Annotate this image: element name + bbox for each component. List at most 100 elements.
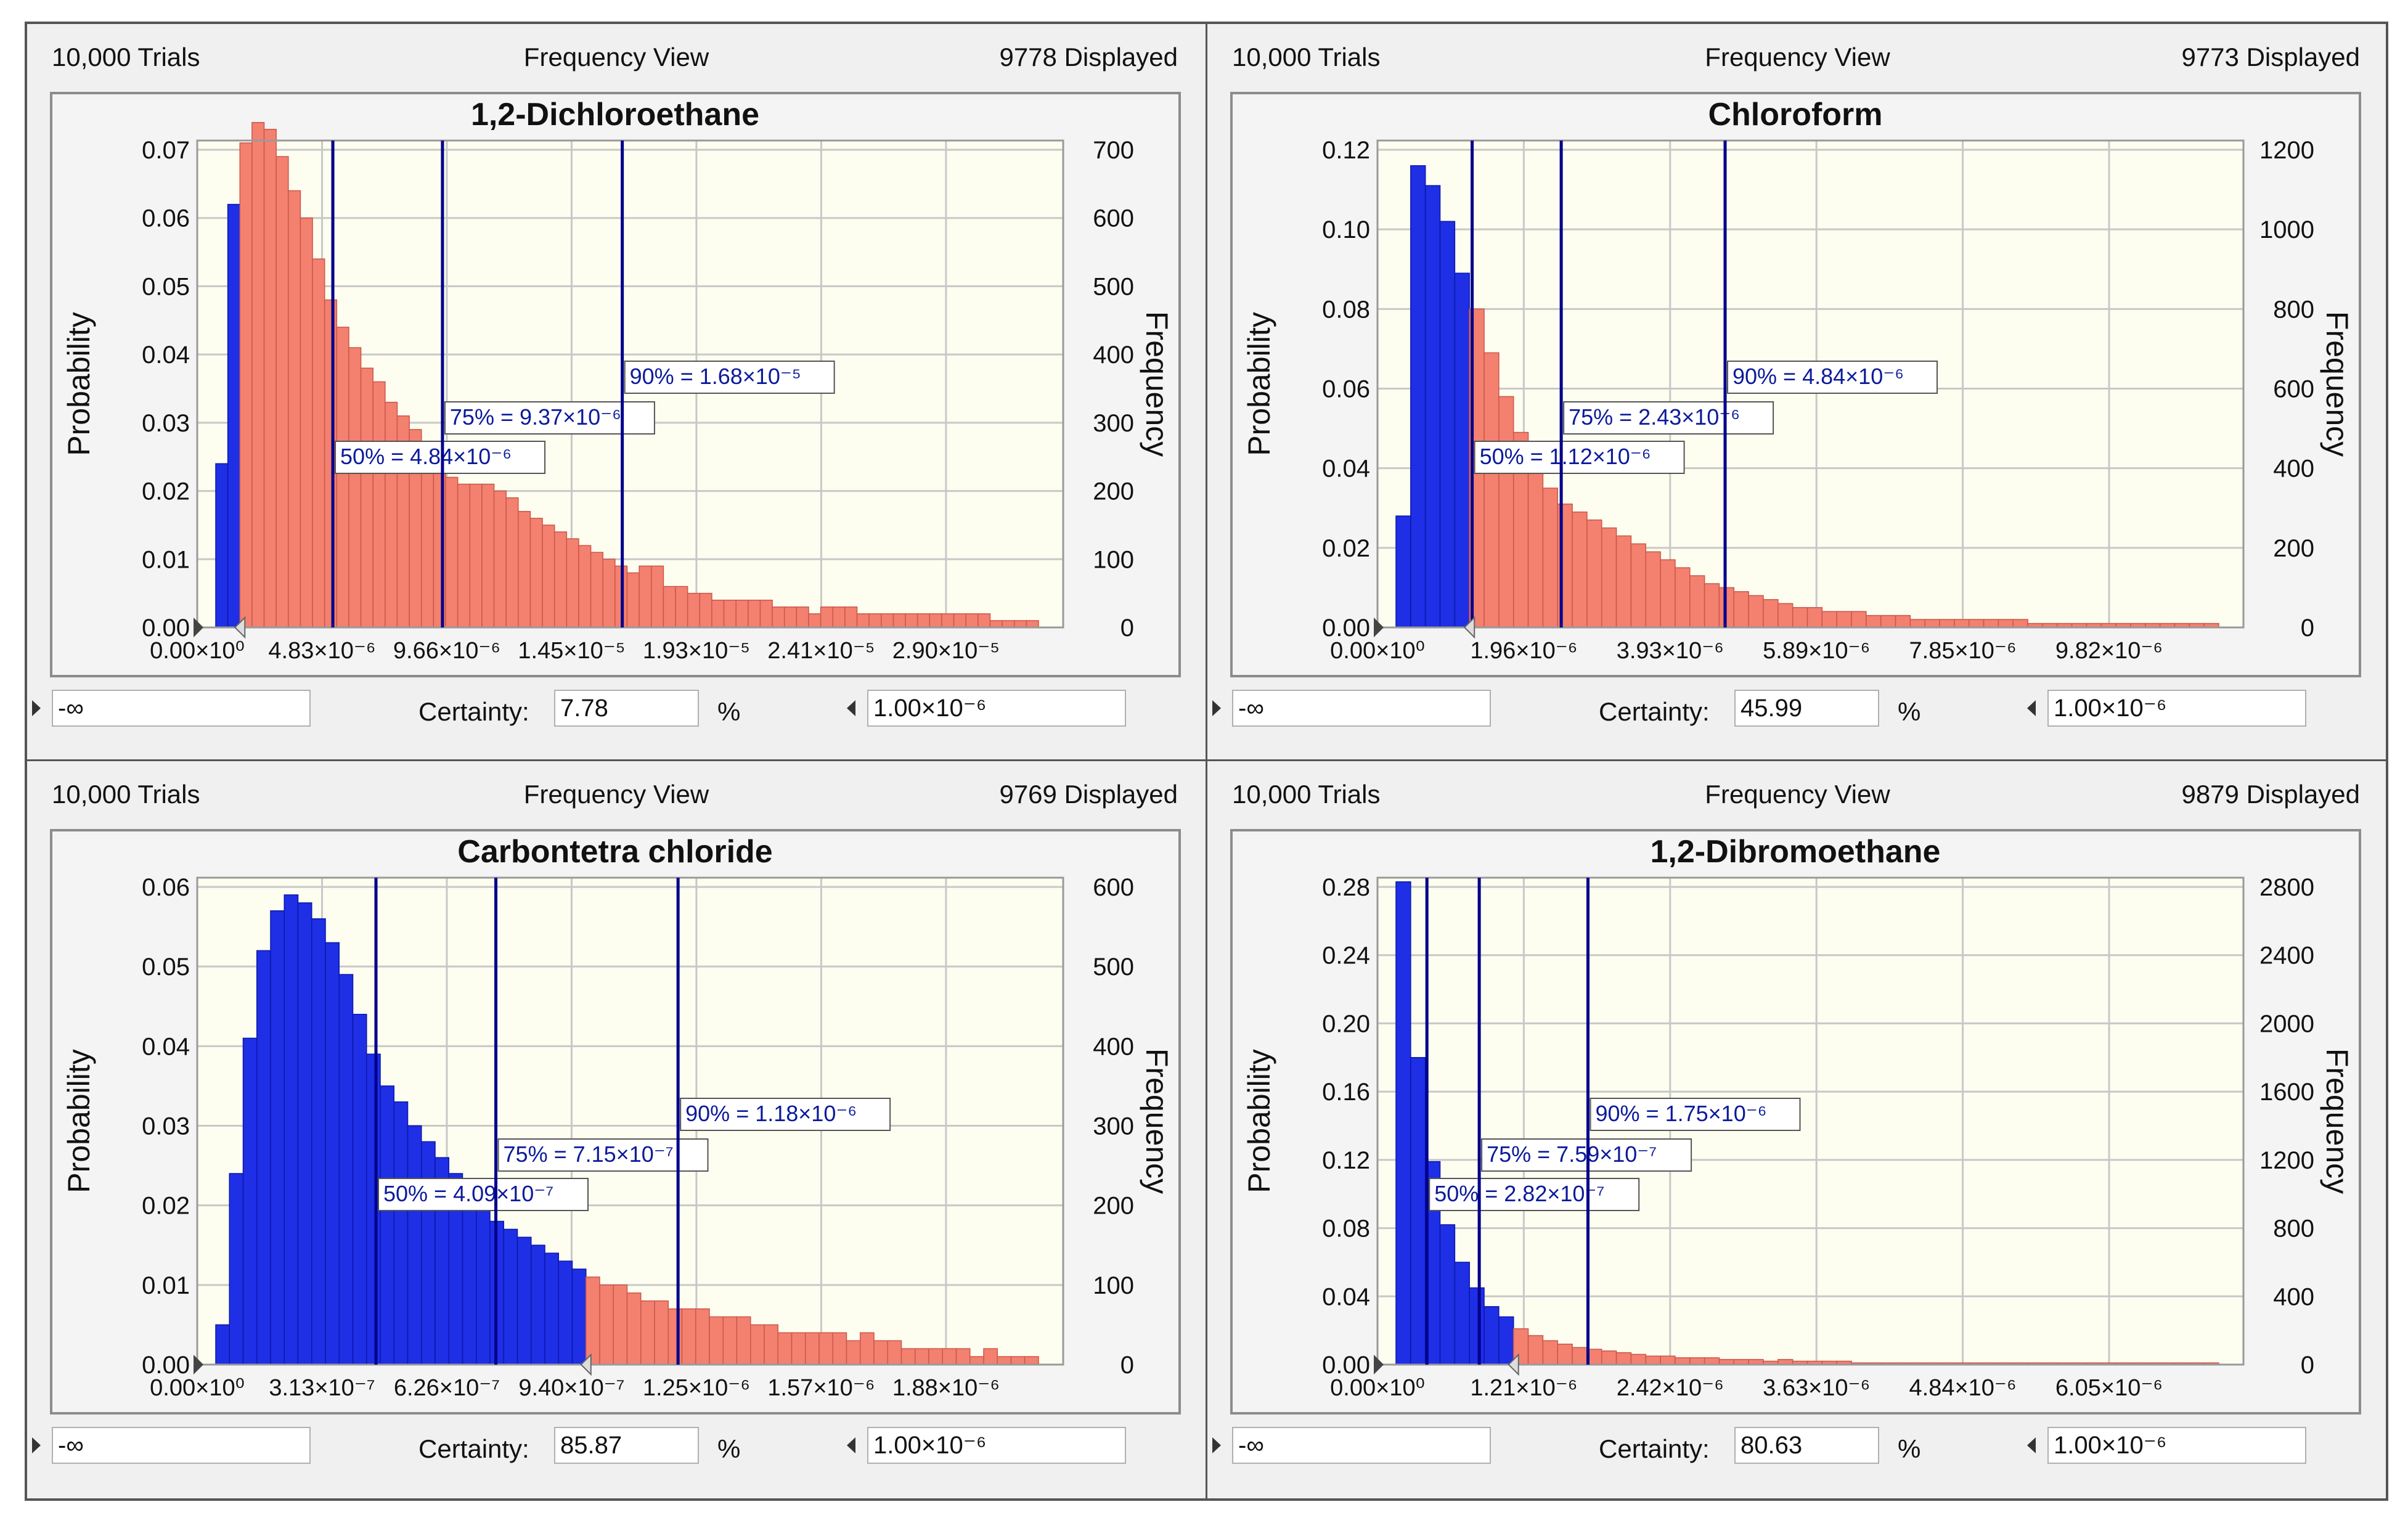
upper-bound-input[interactable]: 1.00×10⁻⁶ <box>867 1427 1126 1464</box>
x-tick-label: 6.05×10⁻⁶ <box>2055 1375 2163 1401</box>
histogram-bar <box>275 156 289 628</box>
y2-tick-label: 2000 <box>2259 1010 2314 1037</box>
y2-tick-label: 400 <box>1093 1033 1134 1060</box>
certainty-input[interactable]: 45.99 <box>1734 690 1879 727</box>
histogram-bar <box>1748 595 1764 628</box>
view-title: Frequency View <box>1705 780 1890 809</box>
histogram-bar <box>892 613 906 628</box>
y-tick-label: 0.08 <box>1322 1215 1370 1243</box>
histogram-chart: 50% = 4.09×10⁻⁷ 75% = 7.15×10⁻⁷ 90% = 1.18… <box>62 834 1174 1401</box>
y2-tick-label: 0 <box>1120 615 1134 642</box>
histogram-bar <box>1880 615 1896 628</box>
histogram-bar <box>667 1308 683 1365</box>
histogram-bar <box>1024 1356 1039 1365</box>
lower-grabber-icon[interactable] <box>1212 700 1221 716</box>
histogram-bar <box>675 586 688 628</box>
chart-frame: 50% = 2.82×10⁻⁷ 75% = 7.59×10⁻⁷ 90% = 1.75… <box>1230 829 2361 1415</box>
y-tick-label: 0.04 <box>142 1033 190 1060</box>
histogram-bar <box>695 1308 710 1365</box>
upper-bound-input[interactable]: 1.00×10⁻⁶ <box>2047 1427 2306 1464</box>
histogram-bar <box>407 1125 422 1365</box>
histogram-bar <box>542 525 555 628</box>
percentile-label-text: 75% = 2.43×10⁻⁶ <box>1569 404 1740 430</box>
chart-frame: 50% = 4.84×10⁻⁶ 75% = 9.37×10⁻⁶ 90% = 1.68… <box>50 92 1181 677</box>
histogram-bar <box>1424 185 1441 628</box>
histogram-bar <box>844 606 858 628</box>
y-tick-label: 0.07 <box>142 137 190 164</box>
upper-grabber-icon[interactable] <box>2027 1437 2036 1453</box>
y-tick-label: 0.03 <box>142 1113 190 1140</box>
certainty-label: Certainty: <box>418 1434 529 1463</box>
upper-bound-input[interactable]: 1.00×10⁻⁶ <box>2047 690 2306 727</box>
lower-bound-input[interactable]: -∞ <box>52 690 311 727</box>
displayed-count: 9879 Displayed <box>2181 780 2360 809</box>
lower-grabber-icon[interactable] <box>1212 1437 1221 1453</box>
y-tick-label: 0.10 <box>1322 216 1370 243</box>
upper-grabber-icon[interactable] <box>847 1437 855 1453</box>
histogram-bar <box>1454 1262 1470 1365</box>
y2-tick-label: 200 <box>2273 535 2314 562</box>
histogram-bar <box>602 558 616 628</box>
histogram-bar <box>777 1332 793 1365</box>
histogram-bar <box>421 1141 436 1365</box>
chart-frame: 50% = 1.12×10⁻⁶ 75% = 2.43×10⁻⁶ 90% = 4.84… <box>1230 92 2361 677</box>
percentile-label: 75% = 7.15×10⁻⁷ <box>497 1138 709 1172</box>
certainty-bar: -∞ Certainty: 85.87 % 1.00×10⁻⁶ <box>27 1427 1206 1476</box>
upper-bound-input[interactable]: 1.00×10⁻⁶ <box>867 690 1126 727</box>
histogram-bar <box>1777 603 1794 628</box>
certainty-input[interactable]: 85.87 <box>554 1427 699 1464</box>
plot-border <box>196 876 1064 1366</box>
histogram-bar <box>505 497 519 628</box>
y-tick-label: 0.00 <box>1322 615 1370 642</box>
percentile-label-box <box>680 1098 891 1131</box>
certainty-input[interactable]: 7.78 <box>554 690 699 727</box>
histogram-bar <box>1615 1352 1632 1365</box>
histogram-bar <box>1645 551 1661 628</box>
histogram-bar <box>965 613 979 628</box>
y-tick-label: 0.03 <box>142 410 190 437</box>
histogram-bar <box>1439 1224 1456 1365</box>
y-tick-label: 0.20 <box>1322 1010 1370 1037</box>
histogram-bar <box>270 910 285 1365</box>
percentile-label-box <box>1563 401 1774 435</box>
certainty-input[interactable]: 80.63 <box>1734 1427 1879 1464</box>
percentile-label-box <box>1429 1178 1640 1211</box>
histogram-bar <box>481 483 495 628</box>
percentile-label-box <box>624 361 835 394</box>
y2-tick-label: 600 <box>2273 376 2314 403</box>
lower-bound-input[interactable]: -∞ <box>52 1427 311 1464</box>
y-tick-label: 0.05 <box>142 273 190 300</box>
lower-bound-input[interactable]: -∞ <box>1232 1427 1491 1464</box>
certainty-label: Certainty: <box>418 697 529 726</box>
histogram-bar <box>1498 1316 1514 1365</box>
upper-grabber-icon[interactable] <box>2027 700 2036 716</box>
chart-title: Carbontetra chloride <box>457 834 772 870</box>
histogram-bar <box>1395 515 1411 628</box>
x-tick-label: 6.26×10⁻⁷ <box>394 1375 500 1401</box>
percent-unit: % <box>717 697 741 726</box>
histogram-bar <box>1733 591 1749 628</box>
histogram-bar <box>887 1340 902 1365</box>
percentile-label: 75% = 9.37×10⁻⁶ <box>444 401 655 435</box>
histogram-bar <box>820 606 834 628</box>
histogram-bar <box>215 1324 230 1365</box>
percentile-label-box <box>444 401 655 435</box>
histogram-bar <box>846 1340 861 1365</box>
y-tick-label: 0.24 <box>1322 942 1370 970</box>
percentile-label: 50% = 4.09×10⁻⁷ <box>378 1178 589 1211</box>
histogram-bar <box>1821 611 1837 628</box>
x-tick-label: 4.84×10⁻⁶ <box>1909 1375 2017 1401</box>
forecast-panel: 10,000 Trials Frequency View 9778 Displa… <box>27 24 1207 761</box>
y-tick-label: 0.06 <box>1322 376 1370 403</box>
histogram-bar <box>1586 519 1602 628</box>
lower-grabber-icon[interactable] <box>32 1437 41 1453</box>
upper-grabber-icon[interactable] <box>847 700 855 716</box>
lower-bound-input[interactable]: -∞ <box>1232 690 1491 727</box>
lower-grabber-icon[interactable] <box>32 700 41 716</box>
y2-tick-label: 400 <box>2273 455 2314 483</box>
percentile-label-text: 90% = 4.84×10⁻⁶ <box>1733 364 1904 389</box>
y-tick-label: 0.01 <box>142 1272 190 1299</box>
percentile-label: 90% = 1.18×10⁻⁶ <box>680 1098 891 1131</box>
histogram-bar <box>352 1013 367 1365</box>
histogram-bar <box>229 1173 244 1365</box>
